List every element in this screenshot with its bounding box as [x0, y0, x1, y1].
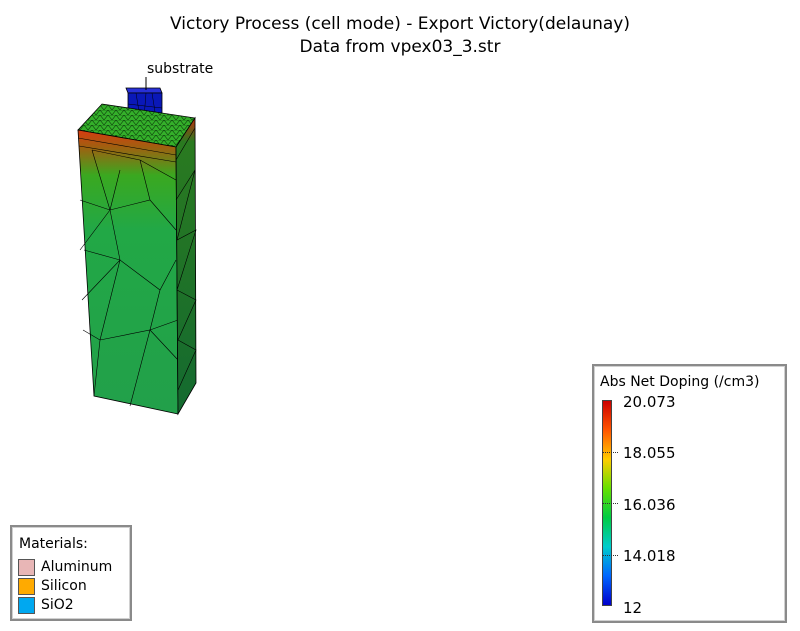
plot-title-line-2: Data from vpex03_3.str — [299, 37, 501, 57]
device-side-face — [175, 116, 197, 416]
substrate-label: substrate — [147, 61, 214, 77]
colorbar-title: Abs Net Doping (/cm3) — [600, 374, 760, 390]
aluminum-swatch — [18, 558, 35, 576]
colorbar-tick-label: 12 — [623, 599, 643, 617]
legend-label: SiO2 — [41, 597, 74, 613]
legend-label: Aluminum — [41, 559, 113, 575]
legend-item-aluminum: Aluminum — [18, 558, 112, 576]
colorbar-tick-label: 16.036 — [623, 496, 676, 514]
colorbar-tick — [602, 503, 618, 504]
plot-title-line-1: Victory Process (cell mode) - Export Vic… — [170, 14, 630, 34]
materials-legend: Materials: Aluminum Silicon SiO2 — [10, 525, 132, 621]
legend-label: Silicon — [41, 578, 87, 594]
colorbar-tick — [602, 555, 618, 556]
doping-colorbar-legend: Abs Net Doping (/cm3) 20.073 18.055 16.0… — [592, 364, 787, 623]
legend-item-silicon: Silicon — [18, 577, 87, 595]
colorbar-tick-label: 18.055 — [623, 444, 676, 462]
sio2-swatch — [18, 596, 35, 614]
legend-item-sio2: SiO2 — [18, 596, 74, 614]
colorbar-tick-label: 20.073 — [623, 393, 676, 411]
silicon-swatch — [18, 577, 35, 595]
colorbar-tick-label: 14.018 — [623, 547, 676, 565]
colorbar-tick — [602, 452, 618, 453]
device-front-face — [77, 129, 179, 415]
materials-legend-title: Materials: — [19, 536, 88, 552]
